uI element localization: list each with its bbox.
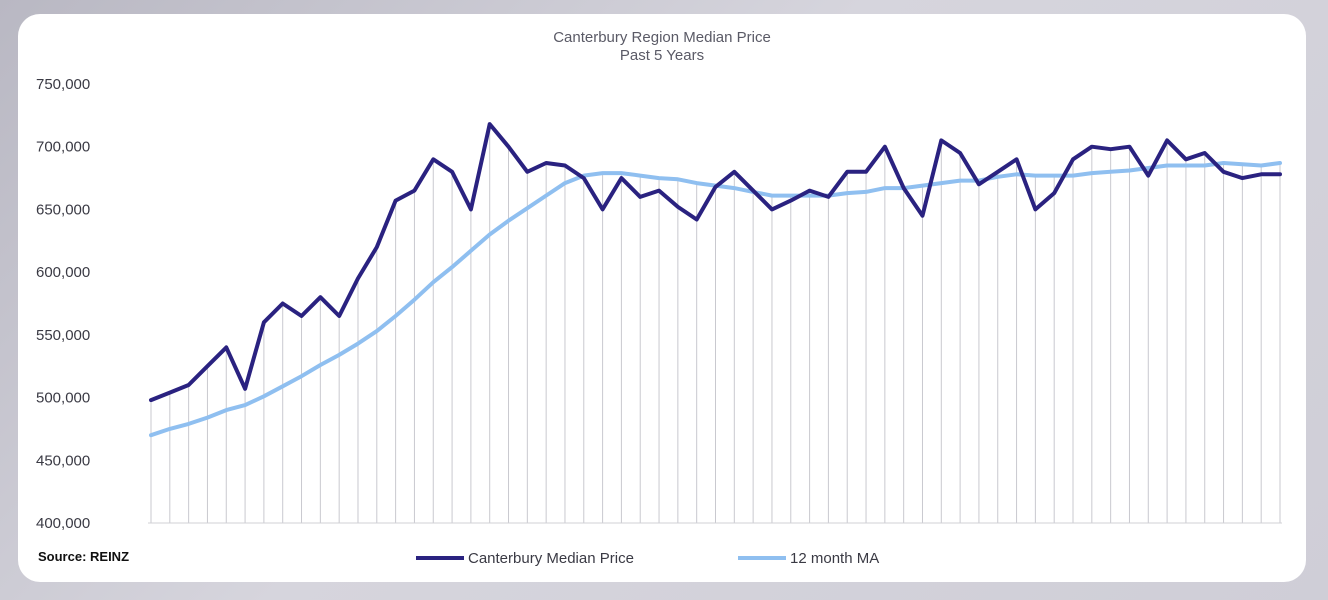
y-tick-label: 400,000 bbox=[36, 515, 90, 532]
y-axis-ticks: 400,000 450,000 500,000 550,000 600,000 650,0… bbox=[36, 76, 90, 532]
y-tick-label: 500,000 bbox=[36, 390, 90, 407]
y-tick-label: 750,000 bbox=[36, 76, 90, 93]
y-tick-label: 550,000 bbox=[36, 327, 90, 344]
line-chart: Canterbury Region Median Price Past 5 Ye… bbox=[36, 29, 1282, 567]
chart-card: Canterbury Region Median Price Past 5 Ye… bbox=[18, 14, 1306, 582]
legend-label: 12 month MA bbox=[790, 550, 879, 567]
y-tick-label: 600,000 bbox=[36, 264, 90, 281]
vertical-gridlines bbox=[150, 124, 1281, 523]
chart-subtitle: Past 5 Years bbox=[620, 47, 704, 64]
y-tick-label: 650,000 bbox=[36, 201, 90, 218]
chart-title: Canterbury Region Median Price bbox=[553, 29, 771, 46]
series-lines bbox=[149, 122, 1282, 438]
legend: Canterbury Median Price 12 month MA bbox=[416, 550, 879, 567]
series-line bbox=[149, 122, 1282, 403]
y-tick-label: 450,000 bbox=[36, 452, 90, 469]
y-tick-label: 700,000 bbox=[36, 139, 90, 156]
legend-label: Canterbury Median Price bbox=[468, 550, 634, 567]
source-label: Source: REINZ bbox=[38, 549, 129, 564]
